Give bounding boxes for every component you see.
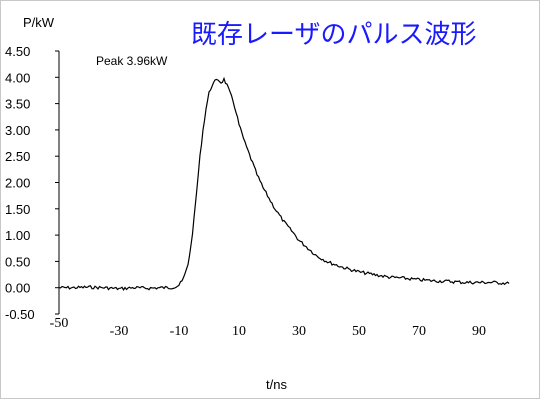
series-line: [58, 76, 510, 291]
y-tick-label: -0.50: [5, 307, 35, 322]
y-axis-label: P/kW: [23, 15, 55, 30]
chart-title: 既存レーザのパルス波形: [191, 20, 476, 50]
x-tick-label: 30: [292, 324, 306, 339]
y-tick-label: 3.00: [5, 123, 30, 138]
x-tick-label: 70: [412, 324, 426, 339]
y-tick-label: 2.50: [5, 149, 30, 164]
x-tick-label: 10: [232, 324, 246, 339]
y-tick-label: 3.50: [5, 97, 30, 112]
y-tick-label: 4.00: [5, 70, 30, 85]
y-tick-label: 4.50: [5, 44, 30, 59]
x-tick-label: -50: [50, 316, 69, 331]
x-axis-label: t/ns: [266, 377, 287, 392]
x-tick-label: 50: [352, 324, 366, 339]
x-ticks: -50 -30 -10 10 30 50 70 90: [50, 316, 486, 339]
x-tick-label: -10: [170, 324, 189, 339]
y-ticks: -0.50 0.00 0.50 1.00 1.50 2.00 2.50 3.00 3.50 4.0…: [5, 44, 59, 322]
peak-annotation: Peak 3.96kW: [96, 54, 168, 68]
y-tick-label: 2.00: [5, 176, 30, 191]
y-tick-label: 1.00: [5, 228, 30, 243]
y-tick-label: 0.50: [5, 254, 30, 269]
y-tick-label: 1.50: [5, 202, 30, 217]
x-tick-label: -30: [110, 324, 129, 339]
x-tick-label: 90: [472, 324, 486, 339]
y-tick-label: 0.00: [5, 281, 30, 296]
